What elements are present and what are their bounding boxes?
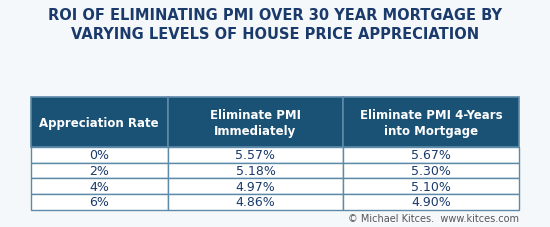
Text: 2%: 2% bbox=[89, 164, 109, 177]
FancyBboxPatch shape bbox=[343, 178, 519, 194]
Text: 0%: 0% bbox=[89, 148, 109, 161]
Text: 5.30%: 5.30% bbox=[411, 164, 451, 177]
FancyBboxPatch shape bbox=[168, 147, 343, 163]
FancyBboxPatch shape bbox=[168, 194, 343, 210]
FancyBboxPatch shape bbox=[343, 163, 519, 178]
FancyBboxPatch shape bbox=[343, 194, 519, 210]
Text: Eliminate PMI 4-Years
into Mortgage: Eliminate PMI 4-Years into Mortgage bbox=[360, 108, 503, 137]
Text: ROI OF ELIMINATING PMI OVER 30 YEAR MORTGAGE BY
VARYING LEVELS OF HOUSE PRICE AP: ROI OF ELIMINATING PMI OVER 30 YEAR MORT… bbox=[48, 8, 502, 42]
FancyBboxPatch shape bbox=[31, 194, 168, 210]
FancyBboxPatch shape bbox=[31, 178, 168, 194]
Text: 6%: 6% bbox=[89, 196, 109, 209]
Text: 4%: 4% bbox=[89, 180, 109, 193]
Text: © Michael Kitces.  www.kitces.com: © Michael Kitces. www.kitces.com bbox=[348, 213, 519, 223]
Text: 5.18%: 5.18% bbox=[235, 164, 276, 177]
Text: 5.67%: 5.67% bbox=[411, 148, 451, 161]
FancyBboxPatch shape bbox=[31, 147, 168, 163]
Text: 4.97%: 4.97% bbox=[235, 180, 276, 193]
FancyBboxPatch shape bbox=[168, 163, 343, 178]
FancyBboxPatch shape bbox=[168, 98, 343, 147]
Text: 4.86%: 4.86% bbox=[235, 196, 276, 209]
Text: Eliminate PMI
Immediately: Eliminate PMI Immediately bbox=[210, 108, 301, 137]
Text: Appreciation Rate: Appreciation Rate bbox=[40, 116, 159, 129]
FancyBboxPatch shape bbox=[343, 147, 519, 163]
FancyBboxPatch shape bbox=[31, 163, 168, 178]
FancyBboxPatch shape bbox=[31, 98, 168, 147]
Text: 5.10%: 5.10% bbox=[411, 180, 451, 193]
FancyBboxPatch shape bbox=[168, 178, 343, 194]
Text: 5.57%: 5.57% bbox=[235, 148, 276, 161]
FancyBboxPatch shape bbox=[343, 98, 519, 147]
Text: 4.90%: 4.90% bbox=[411, 196, 451, 209]
